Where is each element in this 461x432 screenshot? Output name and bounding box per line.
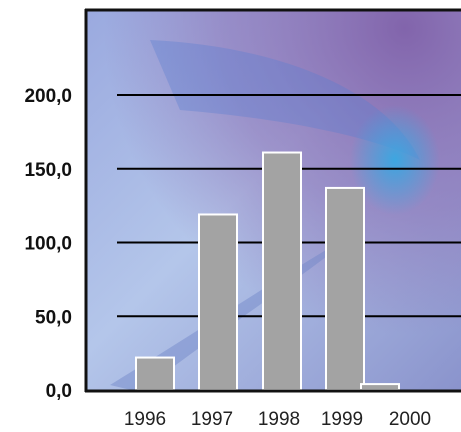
bar-2000 (360, 383, 400, 392)
bar-1998 (262, 151, 302, 391)
x-tick-label: 1999 (321, 409, 363, 430)
x-tick-label: 2000 (389, 409, 431, 430)
y-tick-label: 100,0 (24, 234, 72, 255)
bar-1999 (325, 186, 365, 391)
bar-1996 (135, 356, 175, 391)
bar-1997 (198, 213, 238, 391)
y-tick-label: 200,0 (24, 86, 72, 107)
x-axis-tick-labels: 1996 1997 1998 1999 2000 (124, 409, 431, 430)
y-tick-label: 150,0 (24, 160, 72, 181)
y-tick-label: 0,0 (46, 381, 72, 402)
bars (135, 151, 400, 392)
y-tick-label: 50,0 (35, 307, 72, 328)
y-axis-tick-labels: 0,0 50,0 100,0 150,0 200,0 (24, 86, 72, 402)
x-tick-label: 1998 (258, 409, 300, 430)
x-tick-label: 1997 (191, 409, 233, 430)
x-tick-label: 1996 (124, 409, 166, 430)
